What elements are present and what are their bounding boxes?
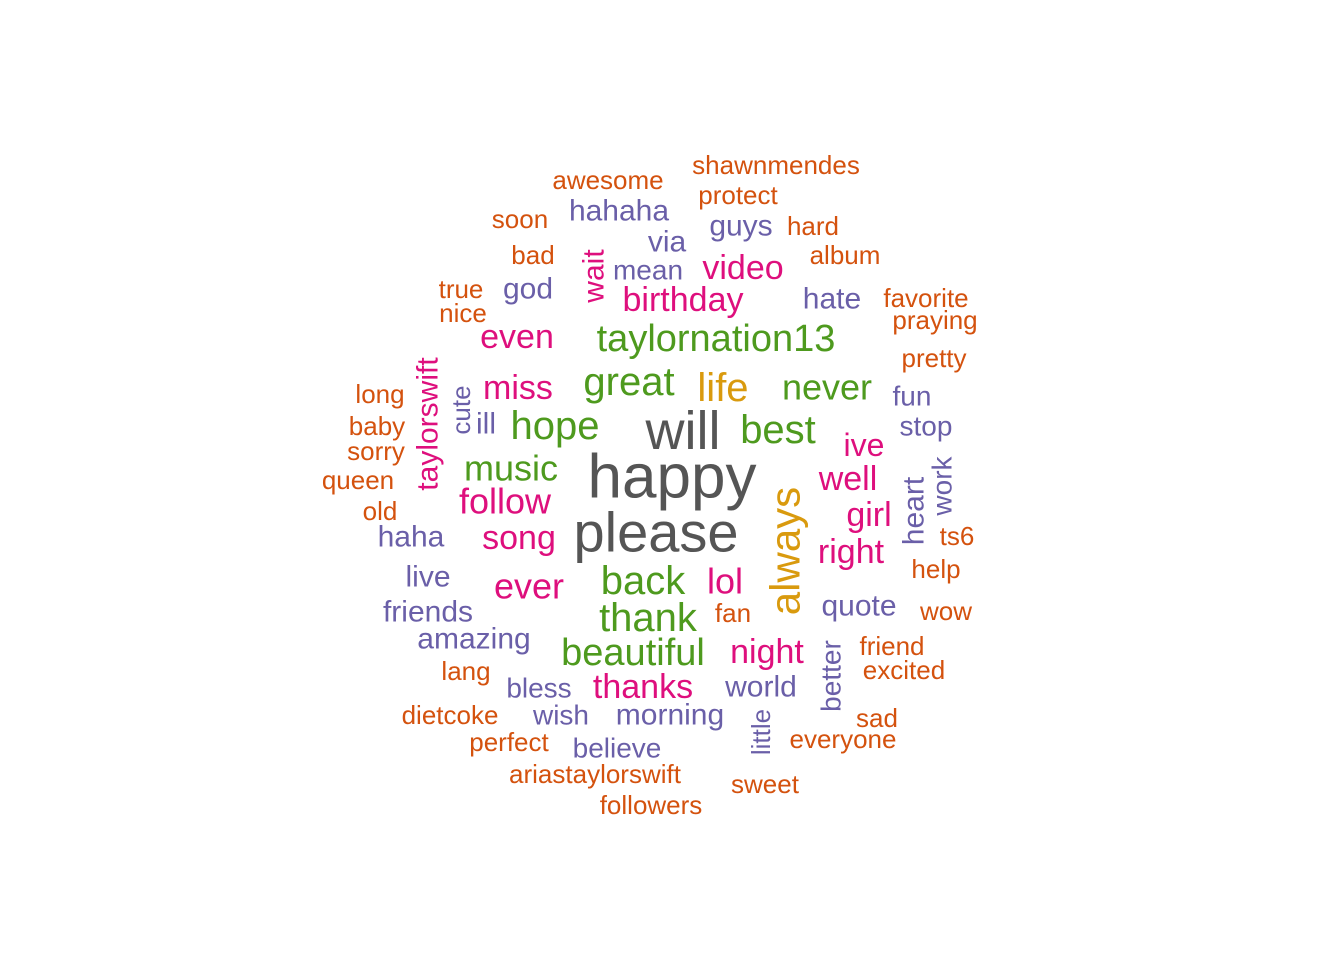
word-night: night (730, 633, 804, 671)
word-protect: protect (698, 180, 778, 210)
word-old: old (363, 496, 398, 526)
word-hate: hate (803, 283, 861, 316)
word-excited: excited (863, 655, 945, 685)
word-wait: wait (578, 249, 611, 304)
word-please: please (573, 501, 738, 564)
word-fan: fan (715, 598, 751, 628)
word-fun: fun (893, 381, 932, 412)
word-amazing: amazing (417, 623, 530, 656)
word-via: via (648, 226, 687, 259)
word-friends: friends (383, 596, 473, 629)
word-song: song (482, 519, 556, 557)
word-believe: believe (573, 733, 662, 764)
word-cute: cute (446, 385, 476, 434)
word-awesome: awesome (552, 165, 663, 195)
word-friend: friend (859, 631, 924, 661)
word-girl: girl (846, 496, 891, 534)
word-pretty: pretty (901, 343, 966, 373)
word-well: well (818, 460, 878, 498)
word-bless: bless (506, 673, 571, 704)
word-soon: soon (492, 204, 548, 234)
word-even: even (480, 318, 554, 356)
word-work: work (927, 455, 958, 516)
word-back: back (601, 559, 686, 603)
word-live: live (405, 561, 450, 594)
word-help: help (911, 554, 960, 584)
word-wish: wish (532, 700, 589, 731)
word-hope: hope (511, 404, 600, 448)
word-quote: quote (821, 590, 896, 623)
word-follow: follow (459, 481, 552, 522)
word-beautiful: beautiful (561, 632, 705, 674)
word-life: life (697, 366, 748, 410)
word-god: god (503, 273, 553, 306)
word-sweet: sweet (731, 769, 800, 799)
word-hard: hard (787, 211, 839, 241)
word-true: true (439, 274, 484, 304)
word-ts6: ts6 (940, 521, 975, 551)
word-never: never (782, 367, 872, 408)
word-nice: nice (439, 298, 487, 328)
word-dietcoke: dietcoke (402, 700, 499, 730)
word-album: album (810, 240, 881, 270)
word-haha: haha (378, 521, 445, 554)
word-thanks: thanks (593, 668, 693, 706)
word-birthday: birthday (623, 281, 744, 319)
word-stop: stop (900, 411, 953, 442)
word-will: will (645, 401, 721, 461)
word-sorry: sorry (347, 436, 405, 466)
word-hahaha: hahaha (569, 195, 669, 228)
word-miss: miss (483, 369, 553, 407)
word-queen: queen (322, 465, 394, 495)
word-best: best (740, 408, 816, 452)
word-heart: heart (898, 476, 931, 545)
word-right: right (818, 533, 885, 571)
word-guys: guys (709, 210, 772, 243)
word-everyone: everyone (790, 724, 897, 754)
word-morning: morning (616, 699, 724, 732)
word-lang: lang (441, 656, 490, 686)
word-ive: ive (844, 427, 885, 463)
word-world: world (724, 671, 797, 704)
word-favorite: favorite (883, 283, 968, 313)
word-sad: sad (856, 703, 898, 733)
word-ever: ever (494, 566, 564, 607)
word-mean: mean (613, 255, 683, 286)
word-thank: thank (599, 596, 698, 640)
word-wow: wow (919, 596, 972, 626)
word-bad: bad (511, 240, 554, 270)
word-great: great (583, 360, 674, 404)
word-little: little (746, 709, 776, 755)
word-ill: ill (476, 408, 496, 441)
word-lol: lol (707, 561, 743, 602)
word-music: music (464, 448, 558, 489)
word-praying: praying (892, 305, 977, 335)
word-followers: followers (600, 790, 703, 820)
word-better: better (816, 640, 847, 712)
word-baby: baby (349, 411, 405, 441)
word-taylornation13: taylornation13 (597, 318, 836, 360)
word-shawnmendes: shawnmendes (692, 150, 860, 180)
word-long: long (355, 379, 404, 409)
word-perfect: perfect (469, 727, 549, 757)
word-happy: happy (588, 443, 757, 512)
word-video: video (702, 249, 783, 287)
word-ariastaylorswift: ariastaylorswift (509, 759, 682, 789)
word-always: always (762, 487, 809, 615)
word-taylorswift: taylorswift (412, 357, 445, 491)
